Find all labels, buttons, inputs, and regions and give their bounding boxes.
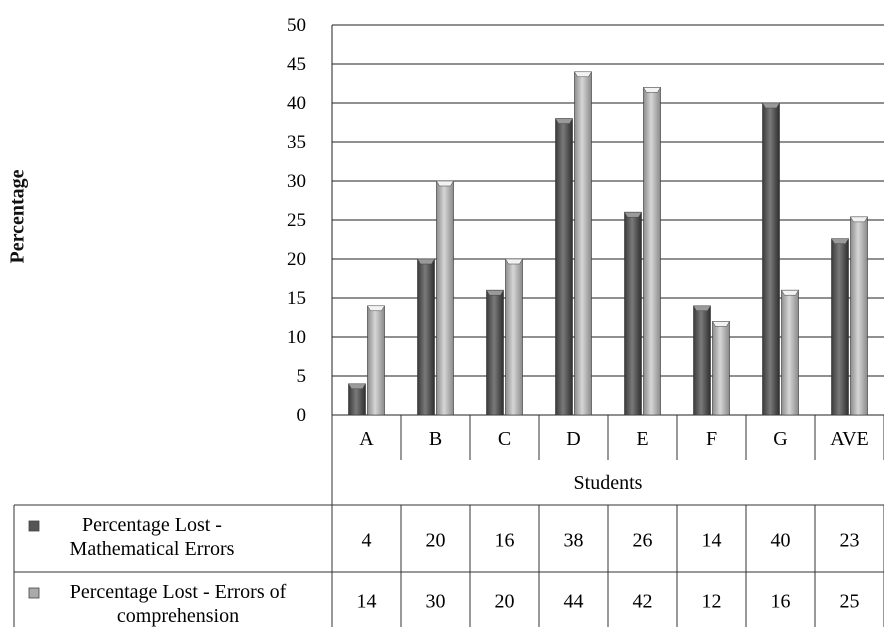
- x-axis-title: Students: [574, 472, 643, 494]
- bar: [417, 258, 435, 416]
- x-tick-label: AVE: [830, 428, 869, 450]
- bar-cap: [367, 305, 385, 312]
- bar: [712, 321, 730, 416]
- y-tick-label: 20: [287, 249, 306, 270]
- table-value: 44: [564, 591, 584, 613]
- table-value: 25: [840, 591, 860, 613]
- bar: [693, 305, 711, 416]
- y-tick-label: 5: [297, 366, 307, 387]
- bar: [486, 289, 504, 416]
- legend-swatch: [28, 520, 40, 532]
- series-name: Mathematical Errors: [70, 538, 235, 560]
- bar: [850, 216, 868, 416]
- y-tick-label: 30: [287, 171, 306, 192]
- x-tick-label: D: [566, 428, 580, 450]
- bar-cap: [486, 289, 504, 296]
- bar-cap: [348, 383, 366, 390]
- bar-cap: [574, 71, 592, 78]
- table-value: 20: [495, 591, 515, 613]
- y-tick-label: 45: [287, 54, 306, 75]
- table-value: 14: [357, 591, 377, 613]
- table-value: 30: [426, 591, 446, 613]
- table-value: 23: [840, 530, 860, 552]
- series-name: comprehension: [117, 605, 239, 627]
- table-value: 4: [362, 530, 372, 552]
- x-tick-label: E: [636, 428, 648, 450]
- y-tick-label: 10: [287, 327, 306, 348]
- table-value: 42: [633, 591, 653, 613]
- bar-cap: [712, 321, 730, 327]
- x-tick-label: F: [706, 428, 717, 450]
- bar-cap: [762, 102, 780, 109]
- x-tick-label: B: [429, 428, 442, 450]
- x-tick-label: C: [498, 428, 511, 450]
- bar-cap: [781, 289, 799, 296]
- bar: [505, 258, 523, 416]
- bar: [436, 180, 454, 416]
- bar: [762, 102, 780, 416]
- bar-cap: [850, 216, 868, 223]
- y-tick-label: 15: [287, 288, 306, 309]
- bar-cap: [436, 180, 454, 187]
- x-tick-label: G: [773, 428, 787, 450]
- table-value: 16: [495, 530, 515, 552]
- bar-cap: [555, 118, 573, 124]
- series-name: Percentage Lost - Errors of: [70, 581, 287, 603]
- y-tick-label: 50: [287, 15, 306, 36]
- y-tick-label: 35: [287, 132, 306, 153]
- bar-cap: [831, 238, 849, 244]
- bar-cap: [693, 305, 711, 312]
- y-tick-label: 40: [287, 93, 306, 114]
- y-tick-label: 0: [297, 405, 307, 426]
- bar: [624, 211, 642, 416]
- table-value: 26: [633, 530, 653, 552]
- table-value: 38: [564, 530, 584, 552]
- table-value: 14: [702, 530, 722, 552]
- table-value: 12: [702, 591, 722, 613]
- bar-cap: [624, 211, 642, 218]
- x-tick-label: A: [359, 428, 374, 450]
- bar: [367, 305, 385, 416]
- bar: [643, 87, 661, 416]
- bar: [574, 71, 592, 416]
- bar: [555, 118, 573, 416]
- bar-cap: [643, 87, 661, 93]
- table-value: 20: [426, 530, 446, 552]
- table-value: 40: [771, 530, 791, 552]
- bar: [781, 289, 799, 416]
- y-tick-label: 25: [287, 210, 306, 231]
- bar-cap: [417, 258, 435, 265]
- series-name: Percentage Lost -: [82, 514, 222, 536]
- legend-swatch: [28, 587, 40, 599]
- bar-cap: [505, 258, 523, 265]
- table-value: 16: [771, 591, 791, 613]
- bar: [831, 238, 849, 416]
